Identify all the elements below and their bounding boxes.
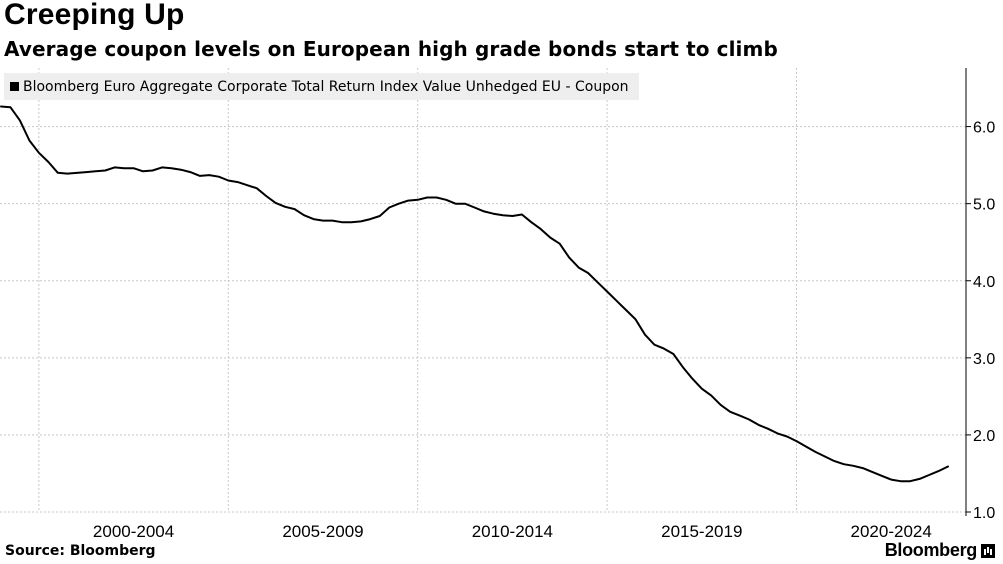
y-tick-label: 5.0	[973, 197, 995, 214]
legend-swatch	[10, 82, 19, 91]
y-tick-label: 2.0	[973, 428, 995, 445]
y-tick-label: 4.0	[973, 274, 995, 291]
legend-label: Bloomberg Euro Aggregate Corporate Total…	[23, 78, 629, 95]
y-tick-label: 6.0	[973, 120, 995, 137]
x-tick-label: 2015-2019	[661, 522, 742, 541]
source-note: Source: Bloomberg	[5, 543, 156, 559]
x-tick-label: 2000-2004	[93, 522, 174, 541]
y-tick-label: 3.0	[973, 351, 995, 368]
x-tick-label: 2010-2014	[472, 522, 553, 541]
brand-name: Bloomberg	[884, 540, 978, 560]
series-line	[0, 105, 949, 483]
bloomberg-terminal-icon	[981, 543, 995, 558]
y-tick-label: 1.0	[973, 505, 995, 522]
chart-title: Creeping Up	[4, 0, 185, 31]
chart-subtitle: Average coupon levels on European high g…	[4, 37, 778, 61]
x-tick-label: 2020-2024	[851, 522, 932, 541]
x-tick-label: 2005-2009	[282, 522, 363, 541]
chart-legend: Bloomberg Euro Aggregate Corporate Total…	[4, 73, 639, 100]
brand-logo: Bloomberg	[885, 540, 995, 561]
